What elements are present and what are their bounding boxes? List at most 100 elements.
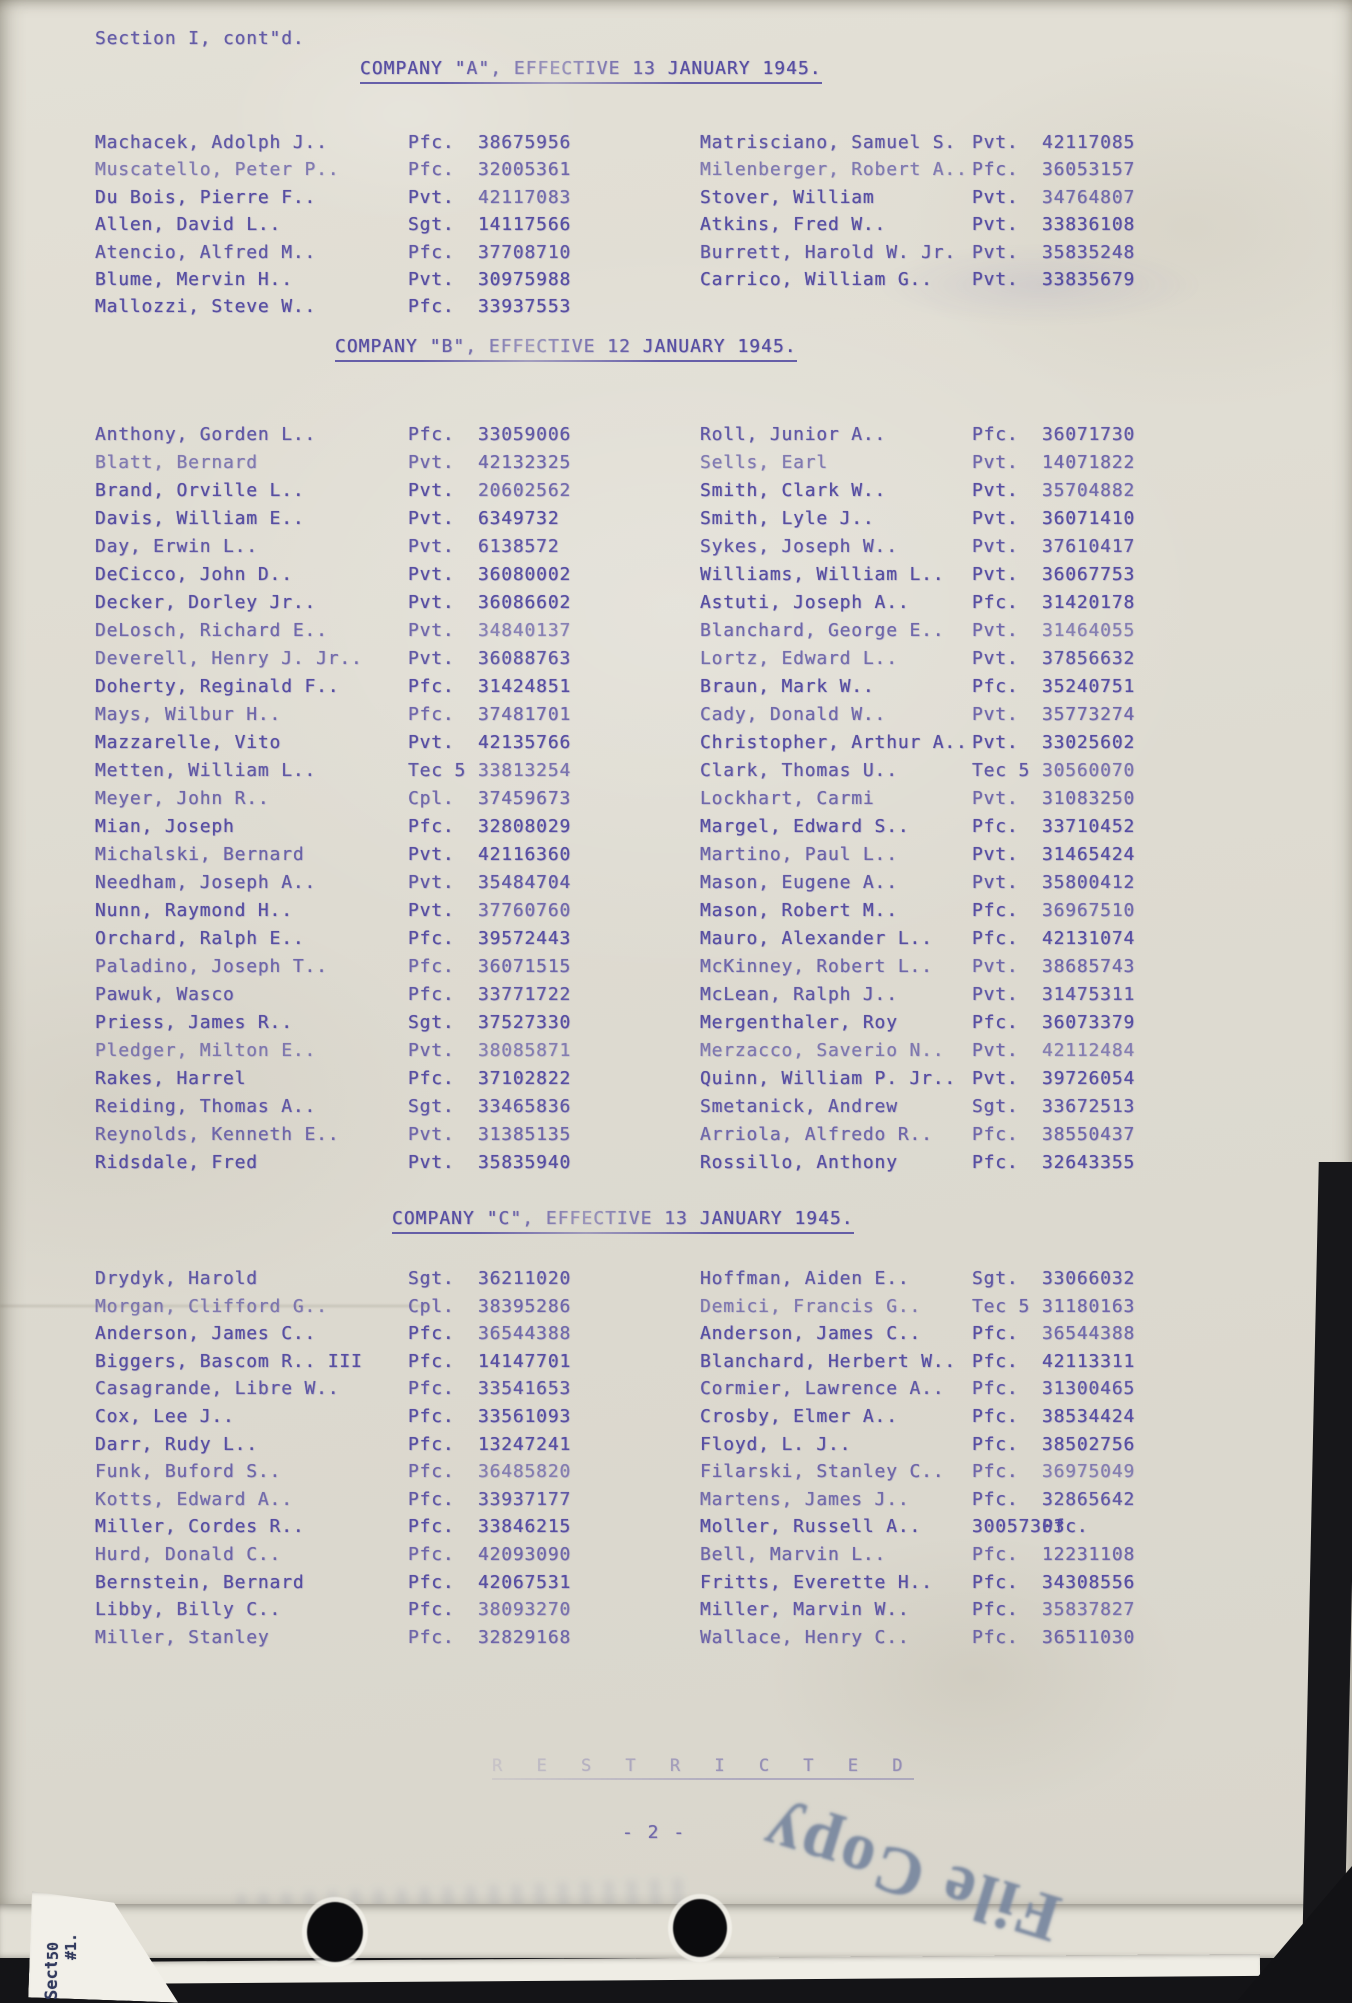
soldier-serial-number: 37527330 — [478, 1012, 572, 1033]
soldier-name: Margel, Edward S.. — [700, 816, 910, 837]
roster-row: Rakes, Harrel Pfc. 37102822 — [95, 1068, 695, 1096]
soldier-serial-number: 34840137 — [478, 620, 572, 641]
soldier-grade: Pvt. — [408, 592, 455, 613]
soldier-serial-number: 12231108 — [1042, 1543, 1136, 1565]
soldier-name: DeCicco, John D.. — [95, 564, 293, 585]
soldier-name: Roll, Junior A.. — [700, 424, 887, 445]
soldier-grade: Pfc. — [408, 159, 455, 181]
soldier-serial-number: 38675956 — [478, 132, 572, 153]
soldier-name: Doherty, Reginald F.. — [95, 676, 340, 697]
roster-row: Stover, William Pvt. 34764807 — [700, 187, 1340, 214]
soldier-grade: Pvt. — [972, 564, 1019, 585]
soldier-name: Decker, Dorley Jr.. — [95, 592, 317, 613]
soldier-name: Reiding, Thomas A.. — [95, 1096, 317, 1117]
soldier-name: Machacek, Adolph J.. — [95, 132, 328, 153]
soldier-grade: Pvt. — [408, 732, 455, 753]
soldier-serial-number: 35835940 — [478, 1152, 572, 1173]
soldier-serial-number: 32643355 — [1042, 1152, 1136, 1173]
roster-row: Kotts, Edward A.. Pfc. 33937177 — [95, 1489, 695, 1517]
soldier-name: Filarski, Stanley C.. — [700, 1461, 945, 1483]
roster-row: Smith, Lyle J.. Pvt. 36071410 — [700, 508, 1340, 536]
soldier-grade: Pfc. — [972, 1405, 1019, 1427]
soldier-name: Stover, William — [700, 186, 875, 208]
soldier-serial-number: 35484704 — [478, 872, 572, 893]
roster-row: Demici, Francis G.. Tec 5 31180163 — [700, 1296, 1340, 1324]
roster-row: Sells, Earl Pvt. 14071822 — [700, 452, 1340, 480]
soldier-grade: Pfc. — [408, 956, 455, 977]
roster-row: Atencio, Alfred M.. Pfc. 37708710 — [95, 242, 695, 269]
soldier-grade: Cpl. — [408, 788, 455, 809]
soldier-serial-number: 38093270 — [478, 1599, 572, 1621]
company-a-roster-right: Matrisciano, Samuel S. Pvt. 42117085 Mil… — [700, 132, 1340, 296]
soldier-name: Du Bois, Pierre F.. — [95, 186, 317, 208]
soldier-grade: Pvt. — [972, 186, 1019, 208]
soldier-serial-number: 37481701 — [478, 704, 572, 725]
soldier-grade: Pfc. — [408, 676, 455, 697]
soldier-grade: Pvt. — [972, 241, 1019, 263]
roster-row: Anthony, Gorden L.. Pfc. 33059006 — [95, 424, 695, 452]
soldier-name: Needham, Joseph A.. — [95, 872, 317, 893]
soldier-serial-number: 14117566 — [478, 214, 572, 236]
roster-row: Pawuk, Wasco Pfc. 33771722 — [95, 984, 695, 1012]
paper-sheet — [0, 0, 1352, 1904]
soldier-serial-number: 42113311 — [1042, 1350, 1136, 1372]
soldier-grade: Pvt. — [972, 480, 1019, 501]
soldier-serial-number: 35240751 — [1042, 676, 1136, 697]
roster-row: Mergenthaler, Roy Pfc. 36073379 — [700, 1012, 1340, 1040]
soldier-serial-number: 30975988 — [478, 268, 572, 290]
roster-row: Cady, Donald W.. Pvt. 35773274 — [700, 704, 1340, 732]
soldier-serial-number: 37708710 — [478, 241, 572, 263]
soldier-name: Davis, William E.. — [95, 508, 305, 529]
soldier-grade: Pfc. — [972, 1626, 1019, 1648]
roster-row: Miller, Marvin W.. Pfc. 35837827 — [700, 1599, 1340, 1627]
soldier-serial-number: 37856632 — [1042, 648, 1136, 669]
soldier-serial-number: 42112484 — [1042, 1040, 1136, 1061]
soldier-serial-number: 31475311 — [1042, 984, 1136, 1005]
soldier-name: Allen, David L.. — [95, 214, 282, 236]
soldier-serial-number: 33835679 — [1042, 268, 1136, 290]
roster-row: McLean, Ralph J.. Pvt. 31475311 — [700, 984, 1340, 1012]
roster-row: Anderson, James C.. Pfc. 36544388 — [95, 1323, 695, 1351]
roster-row: Miller, Cordes R.. Pfc. 33846215 — [95, 1516, 695, 1544]
soldier-grade: Pvt. — [408, 480, 455, 501]
soldier-serial-number: 13247241 — [478, 1433, 572, 1455]
soldier-grade: Pvt. — [972, 536, 1019, 557]
roster-row: Bernstein, Bernard Pfc. 42067531 — [95, 1572, 695, 1600]
roster-row: Hoffman, Aiden E.. Sgt. 33066032 — [700, 1268, 1340, 1296]
roster-row: Atkins, Fred W.. Pvt. 33836108 — [700, 214, 1340, 241]
soldier-grade: Sgt. — [408, 1096, 455, 1117]
soldier-name: Paladino, Joseph T.. — [95, 956, 328, 977]
soldier-grade: Pfc. — [408, 241, 455, 263]
soldier-grade: Pfc. — [408, 296, 455, 318]
soldier-serial-number: 33025602 — [1042, 732, 1136, 753]
roster-row: DeCicco, John D.. Pvt. 36080002 — [95, 564, 695, 592]
soldier-name: Bernstein, Bernard — [95, 1571, 305, 1593]
soldier-name: Reynolds, Kenneth E.. — [95, 1124, 340, 1145]
soldier-serial-number: 39726054 — [1042, 1068, 1136, 1089]
soldier-name: Lortz, Edward L.. — [700, 648, 898, 669]
soldier-serial-number: 33465836 — [478, 1096, 572, 1117]
roster-row: Smith, Clark W.. Pvt. 35704882 — [700, 480, 1340, 508]
soldier-name: Kotts, Edward A.. — [95, 1488, 293, 1510]
soldier-grade: Tec 5 — [408, 760, 467, 781]
soldier-name: Merzacco, Saverio N.. — [700, 1040, 945, 1061]
soldier-serial-number: 14147701 — [478, 1350, 572, 1372]
roster-row: Matrisciano, Samuel S. Pvt. 42117085 — [700, 132, 1340, 159]
roster-row: Sykes, Joseph W.. Pvt. 37610417 — [700, 536, 1340, 564]
roster-row: Margel, Edward S.. Pfc. 33710452 — [700, 816, 1340, 844]
soldier-name: Crosby, Elmer A.. — [700, 1405, 898, 1427]
roster-row: Blatt, Bernard Pvt. 42132325 — [95, 452, 695, 480]
soldier-name: Anderson, James C.. — [700, 1323, 922, 1345]
soldier-serial-number: 30560070 — [1042, 760, 1136, 781]
soldier-serial-number: 6349732 — [478, 508, 560, 529]
roster-row: Meyer, John R.. Cpl. 37459673 — [95, 788, 695, 816]
soldier-serial-number: 6138572 — [478, 536, 560, 557]
soldier-grade: Tec 5 — [972, 760, 1031, 781]
soldier-name: Funk, Buford S.. — [95, 1461, 282, 1483]
roster-row: Blanchard, George E.. Pvt. 31464055 — [700, 620, 1340, 648]
soldier-grade: Pfc. — [408, 1626, 455, 1648]
roster-row: Filarski, Stanley C.. Pfc. 36975049 — [700, 1461, 1340, 1489]
roster-row: Muscatello, Peter P.. Pfc. 32005361 — [95, 159, 695, 186]
soldier-grade: Sgt. — [972, 1096, 1019, 1117]
soldier-serial-number: 36071410 — [1042, 508, 1136, 529]
